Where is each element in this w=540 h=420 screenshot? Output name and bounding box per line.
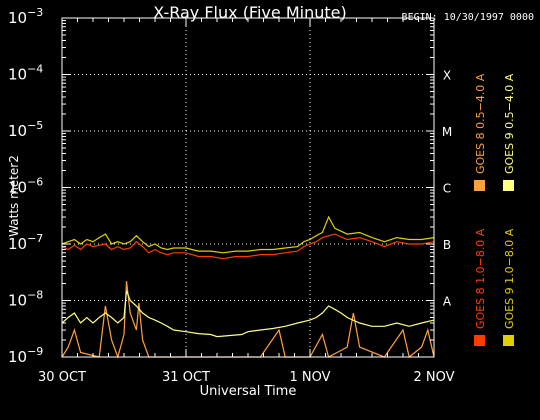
y-tick-label: 10−4 <box>8 63 43 84</box>
x-tick-label: 31 OCT <box>162 370 210 385</box>
begin-date-label: BEGIN: 10/30/1997 0000 <box>401 12 534 23</box>
flare-class-label-M: M <box>442 125 452 139</box>
chart-title: X-Ray Flux (Five Minute) <box>153 3 347 22</box>
flare-class-label-X: X <box>443 69 451 83</box>
y-tick-label: 10−6 <box>8 176 43 197</box>
axis-ticks: X M C B A 30 OCT 31 OCT 1 NOV 2 NOV 10−9 10−8 10−7 1… <box>8 6 455 385</box>
y-tick-label: 10−8 <box>8 289 43 310</box>
y-tick-label: 10−3 <box>8 6 43 27</box>
x-axis-label: Universal Time <box>199 384 297 399</box>
y-tick-label: 10−5 <box>8 119 43 140</box>
legend-swatch-2 <box>503 335 514 346</box>
series-line-0 <box>61 233 435 260</box>
legend-swatch-1 <box>474 180 485 191</box>
legend-label-0: GOES 8 1.0−8.0 A <box>474 228 487 329</box>
x-tick-label: 1 NOV <box>289 370 330 385</box>
y-axis-label: Watts meter2 <box>7 155 21 237</box>
legend-label-2: GOES 9 1.0−8.0 A <box>503 228 516 329</box>
flare-class-label-A: A <box>443 295 452 309</box>
series-line-3 <box>61 290 435 338</box>
legend-swatch-3 <box>503 180 514 191</box>
series-line-2 <box>61 215 435 254</box>
legend-label-3: GOES 9 0.5−4.0 A <box>503 73 516 174</box>
y-tick-label: 10−9 <box>8 345 43 366</box>
flare-class-label-C: C <box>443 182 451 196</box>
y-tick-label: 10−7 <box>8 232 43 253</box>
grid-lines <box>62 18 434 357</box>
x-tick-label: 2 NOV <box>413 370 454 385</box>
x-tick-label: 30 OCT <box>38 370 86 385</box>
flare-class-label-B: B <box>443 238 451 252</box>
legend-swatch-0 <box>474 335 485 346</box>
series-lines <box>61 215 435 359</box>
legend: GOES 8 1.0−8.0 A GOES 9 1.0−8.0 A GOES 8 0… <box>474 73 516 346</box>
legend-label-1: GOES 8 0.5−4.0 A <box>474 73 487 174</box>
series-line-1 <box>61 281 435 359</box>
